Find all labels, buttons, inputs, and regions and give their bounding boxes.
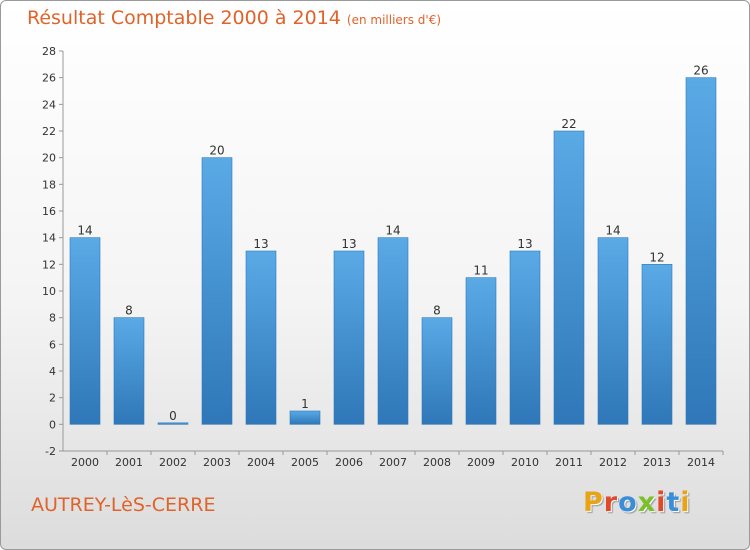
y-tick-label: -2 — [45, 445, 56, 458]
logo-letter: o — [618, 487, 638, 518]
bar-2011 — [553, 130, 585, 425]
value-label-2012: 14 — [605, 224, 620, 238]
y-tick-label: 2 — [49, 392, 56, 405]
y-tick-label: 14 — [42, 232, 56, 245]
x-tick-label: 2006 — [335, 456, 363, 469]
value-label-2005: 1 — [301, 397, 309, 411]
bar-2007 — [377, 237, 409, 425]
value-label-2000: 14 — [77, 224, 92, 238]
value-label-2011: 22 — [561, 117, 576, 131]
logo-letter: i — [656, 487, 667, 518]
x-tick-label: 2004 — [247, 456, 275, 469]
y-tick-label: 26 — [42, 72, 56, 85]
chart-value-labels: 14 8 0 20 13 1 13 14 8 11 13 22 14 12 26 — [77, 64, 708, 423]
bar-2009 — [465, 277, 497, 425]
y-tick-label: 0 — [49, 418, 56, 431]
bar-2012 — [597, 237, 629, 425]
x-tick-label: 2013 — [643, 456, 671, 469]
value-label-2002: 0 — [169, 409, 177, 423]
value-label-2006: 13 — [341, 237, 356, 251]
y-tick-label: 22 — [42, 125, 56, 138]
value-label-2003: 20 — [209, 144, 224, 158]
y-tick-label: 8 — [49, 312, 56, 325]
x-tick-label: 2003 — [203, 456, 231, 469]
chart-title: Résultat Comptable 2000 à 2014 (en millie… — [27, 7, 441, 29]
x-tick-label: 2005 — [291, 456, 319, 469]
x-tick-label: 2011 — [555, 456, 583, 469]
y-tick-label: 20 — [42, 152, 56, 165]
chart-unit-note: (en milliers d'€) — [346, 13, 442, 27]
bar-2013 — [641, 264, 673, 425]
logo-letter: x — [637, 487, 657, 518]
chart-bars — [69, 77, 717, 425]
bar-2010 — [509, 250, 541, 425]
logo-letter: i — [680, 487, 691, 518]
bar-2002 — [157, 422, 189, 425]
value-label-2008: 8 — [433, 304, 441, 318]
bar-2003 — [201, 157, 233, 425]
y-tick-label: 12 — [42, 258, 56, 271]
chart-title-text: Résultat Comptable 2000 à 2014 — [27, 7, 341, 29]
value-label-2010: 13 — [517, 237, 532, 251]
logo-letter: P — [583, 487, 604, 518]
y-tick-label: 28 — [42, 45, 56, 58]
y-tick-label: 24 — [42, 98, 56, 111]
y-tick-label: 6 — [49, 338, 56, 351]
x-tick-label: 2008 — [423, 456, 451, 469]
x-tick-label: 2000 — [71, 456, 99, 469]
value-label-2009: 11 — [473, 264, 488, 278]
bar-2001 — [113, 317, 145, 425]
logo-letter: r — [603, 487, 619, 518]
x-tick-label: 2014 — [687, 456, 715, 469]
x-tick-label: 2012 — [599, 456, 627, 469]
x-tick-label: 2001 — [115, 456, 143, 469]
x-tick-label: 2009 — [467, 456, 495, 469]
value-label-2007: 14 — [385, 224, 400, 238]
x-tick-label: 2002 — [159, 456, 187, 469]
logo-letter: t — [666, 487, 681, 518]
bar-2008 — [421, 317, 453, 425]
y-tick-label: 10 — [42, 285, 56, 298]
value-label-2013: 12 — [649, 250, 664, 264]
y-tick-label: 18 — [42, 178, 56, 191]
y-tick-label: 16 — [42, 205, 56, 218]
x-tick-label: 2007 — [379, 456, 407, 469]
bar-2000 — [69, 237, 101, 425]
value-label-2001: 8 — [125, 304, 133, 318]
y-tick-label: 4 — [49, 365, 56, 378]
value-label-2014: 26 — [693, 64, 708, 78]
bar-2004 — [245, 250, 277, 425]
x-tick-label: 2010 — [511, 456, 539, 469]
town-name: AUTREY-LèS-CERRE — [31, 494, 216, 516]
bar-2014 — [685, 77, 717, 425]
bar-2006 — [333, 250, 365, 425]
bar-2005 — [289, 410, 321, 425]
value-label-2004: 13 — [253, 237, 268, 251]
proxiti-logo: Proxiti — [583, 487, 691, 518]
